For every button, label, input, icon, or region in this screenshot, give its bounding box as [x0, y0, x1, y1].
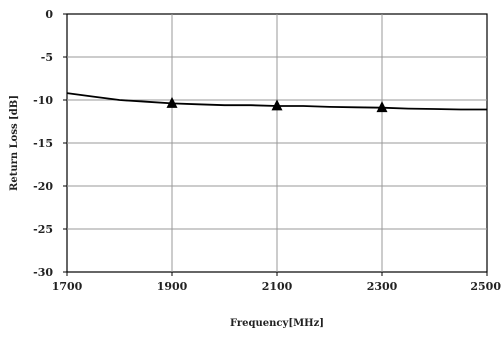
tick-labels: 1700 1900 2100 2300 2500 0 -5 -10 -15 -20 -25 -30: [33, 8, 501, 293]
y-tick-label: -15: [33, 137, 53, 150]
data-point-marker: [271, 99, 283, 111]
y-axis-title: Return Loss [dB]: [9, 95, 20, 191]
x-tick-label: 2300: [367, 280, 398, 293]
x-tick-label: 1900: [157, 280, 188, 293]
y-tick-label: -20: [33, 180, 53, 193]
x-axis-title: Frequency[MHz]: [230, 318, 324, 329]
y-tick-label: -5: [41, 51, 53, 64]
y-tick-label: -10: [33, 94, 53, 107]
y-tick-label: -25: [33, 223, 53, 236]
data-point-marker: [166, 96, 178, 108]
y-tick-label: -30: [33, 266, 53, 279]
x-tick-label: 2100: [262, 280, 293, 293]
y-tick-label: 0: [45, 8, 53, 21]
series-layer: [66, 92, 487, 113]
x-tick-label: 1700: [52, 280, 83, 293]
data-point-marker: [376, 101, 388, 113]
x-tick-label: 2500: [470, 280, 501, 293]
